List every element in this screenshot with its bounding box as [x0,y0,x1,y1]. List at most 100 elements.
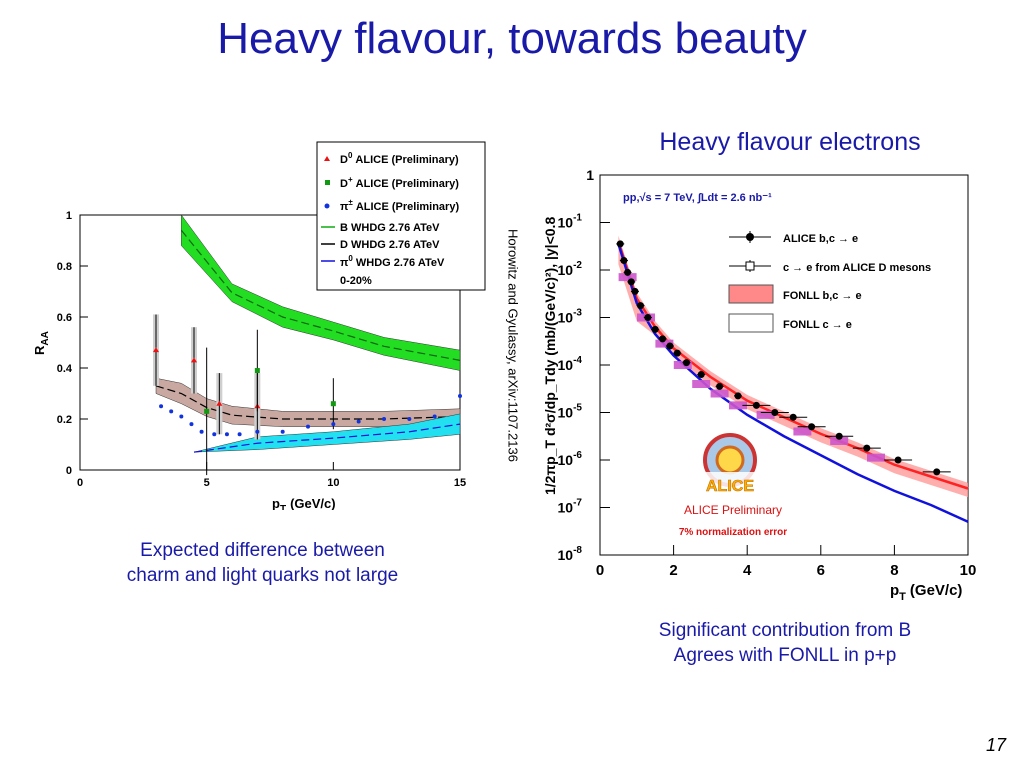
pi-point [159,404,164,409]
alice-bc-point [682,359,690,367]
hfe-ylabel: 1/2πp_T d²σ/dp_Tdy (mb/(GeV/c)²), |y|<0.… [542,217,558,495]
hfe-ytick-label: 10-8 [558,545,583,563]
dplus-point [330,401,336,407]
svg-text:D+ALICE (Preliminary): D+ ALICE (Preliminary) [340,175,459,190]
d-whdg-band-center [155,385,461,420]
svg-text:FONLL c → e: FONLL c → e [783,319,852,331]
legend-pi-marker [324,203,330,209]
right-caption: Significant contribution from B Agrees w… [658,620,912,666]
dplus-point [204,408,210,414]
pi-point [224,432,229,437]
pi-point [458,394,462,399]
c-from-d-point [692,380,711,388]
pi-point [179,414,184,419]
hfe-ytick-label: 10-6 [558,450,583,468]
c-from-d-point [830,437,849,445]
c-from-d-point [618,273,637,282]
alice-bc-point [620,257,628,264]
hfe-xtick-label: 10 [960,562,977,579]
alice-bc-point [752,401,760,409]
alice-bc-point [933,468,941,476]
alice-bc-point [651,325,659,333]
alice-bc-point [716,382,724,390]
alice-bc-point [835,432,843,440]
d0-point [153,347,159,353]
c-from-d-point [756,410,775,419]
hfe-xtick-label: 0 [596,562,604,579]
hfe-ytick-label: 10-7 [558,498,583,516]
normalization-error: 7% normalization error [679,527,787,538]
legend-dplus-marker [325,180,330,185]
alice-bc-point [624,268,632,276]
pi-point [382,417,386,421]
alice-preliminary: ALICE Preliminary [684,503,782,517]
pi-point [407,417,412,421]
raa-ytick-label: 0.8 [57,261,72,273]
pi-point [199,429,204,434]
alice-bc-point [666,342,674,350]
pi-point [306,424,310,429]
hfe-ytick-label: 10-3 [558,308,583,326]
svg-text:0-20%: 0-20% [340,275,372,287]
svg-text:ALICE: ALICE [706,478,754,495]
reference-text: Horowitz and Gyulassy, arXiv:1107.2136 [505,229,521,462]
pi-point [212,432,217,437]
pi-point [237,432,242,437]
d0-point [191,357,197,363]
alice-bc-point [673,349,681,357]
c-from-d-point [793,427,812,436]
c-from-d-point [729,401,747,410]
alice-bc-point [627,278,635,286]
raa-xtick-label: 5 [204,477,210,489]
page-number: 17 [985,735,1006,755]
svg-text:D WHDG 2.76 ATeV: D WHDG 2.76 ATeV [340,239,440,251]
alice-bc-point [863,444,871,452]
alice-bc-point [894,456,902,464]
alice-bc-point [631,287,639,295]
raa-chart: 0 5 10 15 0 0.2 0.4 0.6 0.8 1 pT (GeV/c) RAA D0 ALI… [32,141,486,510]
hfe-xtick-label: 2 [669,562,677,579]
raa-legend: D0 ALICE (Preliminary) D+ ALICE (Prelimina… [316,141,486,291]
hfe-spectrum-chart: 0 2 4 6 8 10 1 10-1 10-2 10-3 10-4 10-5 10-6 10-7 10-8… [542,167,977,603]
alice-bc-point [616,240,624,248]
c-from-d-point [673,361,692,369]
hfe-xtick-label: 4 [743,562,752,579]
svg-text:π±ALICE (Preliminary): π± ALICE (Preliminary) [340,198,459,213]
alice-logo: ALICE [697,433,763,495]
c-from-d-point [710,389,729,398]
hfe-chart-title: Heavy flavour electrons [659,128,921,156]
d0-point [216,400,223,406]
svg-text:B WHDG 2.76 ATeV: B WHDG 2.76 ATeV [340,222,440,234]
fonll-bc-curve [617,241,969,490]
hfe-xtick-label: 8 [890,562,898,579]
pi-whdg-band-center [193,423,461,453]
hfe-annotation: pp,√s = 7 TeV, ∫Ldt = 2.6 nb⁻¹ [623,192,772,204]
b-whdg-band-center [180,229,461,361]
hfe-ytick-label: 1 [586,167,594,183]
alice-bc-point [636,302,644,310]
dplus-point [254,368,260,374]
hfe-ytick-label: 10-2 [558,260,583,278]
alice-bc-point [644,314,652,321]
svg-text:ALICE b,c → e: ALICE b,c → e [783,233,858,245]
c-from-d-point [867,453,885,462]
alice-bc-point [734,392,742,400]
alice-bc-point [771,409,779,416]
pi-point [255,429,260,434]
svg-text:c → e from ALICE D mesons: c → e from ALICE D mesons [783,262,931,274]
pi-point [432,414,437,419]
left-caption: Expected difference between charm and li… [126,540,399,586]
slide-title: Heavy flavour, towards beauty [217,14,807,63]
pi-point [280,429,285,434]
pi-point [356,419,361,424]
raa-ytick-label: 0.6 [57,312,72,324]
pi-point [189,422,194,427]
hfe-xtick-label: 6 [817,562,825,579]
raa-ytick-label: 0 [66,465,72,477]
raa-xtick-label: 10 [327,477,339,489]
raa-ytick-label: 1 [66,210,72,222]
hfe-ytick-label: 10-1 [558,213,583,231]
pi-point [169,409,174,414]
hfe-ytick-label: 10-5 [558,403,583,421]
raa-xlabel: pT (GeV/c) [272,496,336,510]
